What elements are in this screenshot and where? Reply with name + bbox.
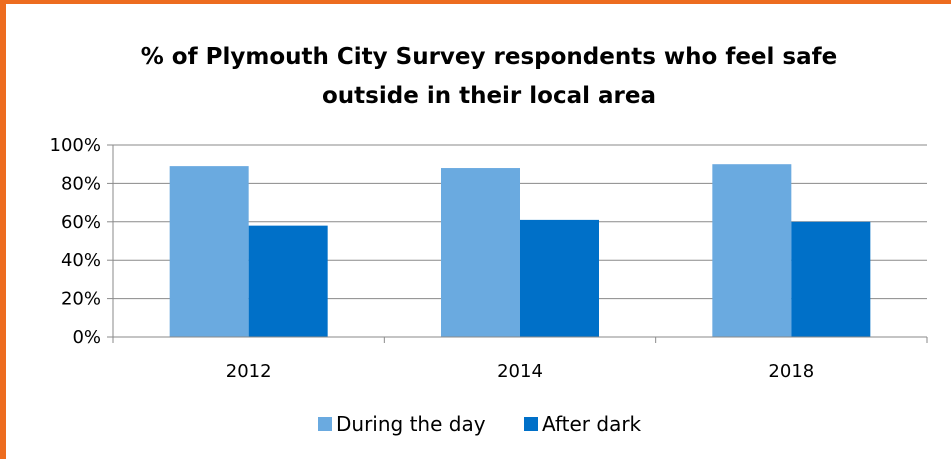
y-tick-label: 60%	[61, 212, 101, 233]
legend-item-during-the-day[interactable]: During the day	[318, 412, 486, 436]
bar-after-dark-2014[interactable]	[520, 219, 599, 337]
y-tick-label: 40%	[61, 250, 101, 271]
legend-swatch	[318, 417, 332, 431]
bar-during-the-day-2012[interactable]	[169, 166, 249, 337]
legend[interactable]: During the day After dark	[318, 412, 642, 436]
y-tick-label: 0%	[72, 327, 101, 348]
x-tick-label: 2012	[226, 361, 272, 382]
x-tick-label: 2018	[768, 361, 814, 382]
bar-during-the-day-2018[interactable]	[712, 164, 792, 337]
legend-label: During the day	[336, 412, 486, 436]
legend-item-after-dark[interactable]: After dark	[524, 412, 642, 436]
axes	[107, 144, 928, 343]
chart-title-line-1: % of Plymouth City Survey respondents wh…	[141, 44, 838, 70]
bar-after-dark-2012[interactable]	[248, 225, 328, 337]
y-tick-label: 80%	[61, 173, 101, 194]
chart-title-line-2: outside in their local area	[322, 83, 656, 109]
legend-swatch	[524, 417, 538, 431]
y-tick-label: 20%	[61, 289, 101, 310]
bar-after-dark-2018[interactable]	[791, 221, 871, 337]
y-tick-labels: 0% 20% 40% 60% 80% 100%	[50, 135, 101, 348]
legend-label: After dark	[542, 412, 642, 436]
bar-during-the-day-2014[interactable]	[441, 168, 520, 337]
y-tick-label: 100%	[50, 135, 101, 156]
bars	[169, 164, 871, 337]
x-tick-label: 2014	[497, 361, 543, 382]
x-tick-labels: 2012 2014 2018	[226, 361, 814, 382]
chart-title: % of Plymouth City Survey respondents wh…	[141, 44, 838, 109]
